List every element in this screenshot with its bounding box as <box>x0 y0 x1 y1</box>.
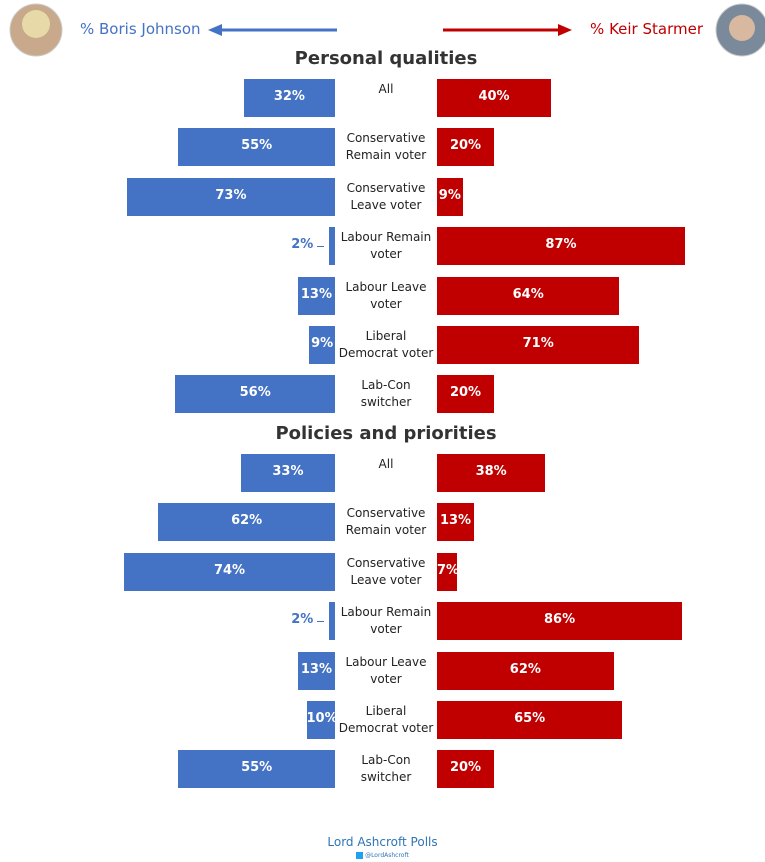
value-label: 55% <box>241 138 273 154</box>
handle: @LordAshcroft <box>365 852 409 859</box>
bar <box>158 503 335 542</box>
value-label: 65% <box>514 711 546 726</box>
legend-entry: % Boris Johnson <box>80 20 201 38</box>
value-label: 2% <box>291 237 314 253</box>
category-label: All <box>378 82 394 96</box>
footer-handle: @LordAshcroft <box>0 852 765 859</box>
section-title: Personal qualities <box>294 48 478 69</box>
value-label: 9% <box>311 336 334 351</box>
bar <box>437 128 494 167</box>
bar <box>329 602 335 641</box>
label-leader <box>317 621 325 623</box>
value-label: 33% <box>272 464 304 479</box>
category-label: Lab-Con switcher <box>360 753 412 785</box>
category-label: Labour Remain voter <box>340 605 432 637</box>
value-label: 87% <box>545 237 577 253</box>
category-label: Conservative Remain voter <box>345 506 427 538</box>
label-leader <box>317 246 325 248</box>
value-label: 38% <box>475 464 507 479</box>
bar <box>240 454 335 492</box>
value-label: 62% <box>231 513 263 529</box>
value-label: 20% <box>449 385 482 401</box>
value-label: 13% <box>439 513 472 529</box>
bar <box>437 602 683 641</box>
category-label: Labour Leave voter <box>345 654 427 686</box>
category-label: All <box>378 457 394 471</box>
bar <box>297 651 335 690</box>
bar <box>437 227 685 266</box>
value-label: 13% <box>300 661 333 677</box>
category-label: Conservative Remain voter <box>345 131 427 163</box>
bar <box>437 79 551 117</box>
photo-hair <box>22 10 50 38</box>
value-label: 73% <box>215 187 247 203</box>
category-label: Conservative Leave voter <box>346 555 426 587</box>
value-label: 2% <box>291 612 314 628</box>
bar <box>178 750 335 789</box>
bar <box>329 227 335 266</box>
bar <box>124 552 335 591</box>
bar <box>437 503 475 542</box>
category-label: Conservative Leave voter <box>346 180 426 212</box>
header-graphics <box>9 3 765 57</box>
bar <box>437 454 546 492</box>
bar <box>306 701 335 739</box>
bar <box>437 750 494 789</box>
value-label: 20% <box>449 138 482 154</box>
bar <box>437 651 614 690</box>
category-label: Liberal Democrat voter <box>338 329 434 360</box>
value-label: 7% <box>437 562 460 578</box>
bar <box>437 701 623 739</box>
bar <box>437 375 494 414</box>
bar <box>309 326 335 364</box>
bar <box>437 276 620 315</box>
footer-source: Lord Ashcroft Polls <box>327 835 438 849</box>
value-label: 56% <box>239 385 271 401</box>
value-label: 86% <box>543 612 576 628</box>
category-label: Liberal Democrat voter <box>338 704 434 735</box>
value-label: 64% <box>512 286 544 302</box>
category-label: Labour Remain voter <box>340 230 432 262</box>
bar <box>178 128 335 167</box>
category-label: Lab-Con switcher <box>360 378 412 410</box>
arrow-head <box>558 24 572 36</box>
bar <box>437 552 457 591</box>
value-label: 20% <box>449 760 482 776</box>
twitter-icon <box>356 852 364 859</box>
photo-face <box>729 15 755 41</box>
value-label: 40% <box>478 89 510 104</box>
bar <box>437 177 463 216</box>
value-label: 32% <box>273 89 305 104</box>
bar <box>175 375 335 414</box>
value-label: 9% <box>438 187 461 203</box>
value-label: 13% <box>300 286 333 302</box>
arrow-head <box>208 24 222 36</box>
bar <box>126 177 335 216</box>
bar <box>297 276 335 315</box>
value-label: 62% <box>509 661 541 677</box>
bar <box>243 79 335 117</box>
legend-entry: % Keir Starmer <box>590 20 703 38</box>
value-label: 10% <box>306 711 338 726</box>
value-label: 71% <box>522 336 554 351</box>
section-title: Policies and priorities <box>275 423 497 444</box>
value-label: 74% <box>213 562 246 578</box>
value-label: 55% <box>241 760 273 776</box>
bar <box>437 326 640 364</box>
category-label: Labour Leave voter <box>345 279 427 311</box>
